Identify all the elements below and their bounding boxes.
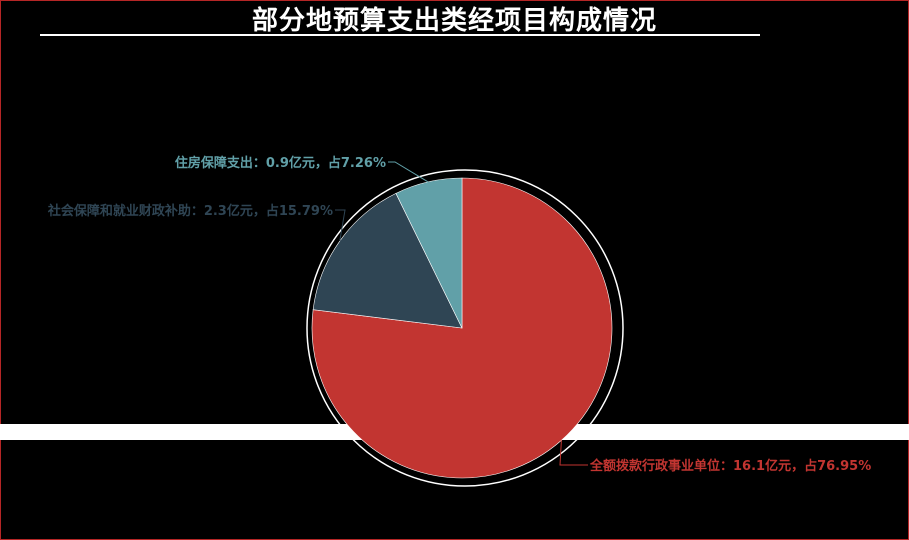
slice-label-0: 全额拨款行政事业单位：16.1亿元，占76.95% bbox=[589, 458, 871, 474]
chart-title: 部分地预算支出类经项目构成情况 bbox=[251, 6, 657, 36]
title-underline bbox=[40, 34, 760, 36]
pie-slice-2[interactable] bbox=[395, 177, 463, 329]
pie-outline-ring bbox=[306, 169, 624, 487]
leader-line-1 bbox=[335, 209, 346, 242]
slice-label-1: 社会保障和就业财政补助：2.3亿元，占15.79% bbox=[47, 203, 333, 219]
slice-label-2: 住房保障支出：0.9亿元，占7.26% bbox=[175, 155, 386, 171]
leader-line-2 bbox=[388, 161, 429, 183]
pie-slice-0[interactable] bbox=[311, 177, 613, 479]
leader-line-0 bbox=[559, 440, 588, 466]
pie-slice-1[interactable] bbox=[312, 192, 463, 329]
